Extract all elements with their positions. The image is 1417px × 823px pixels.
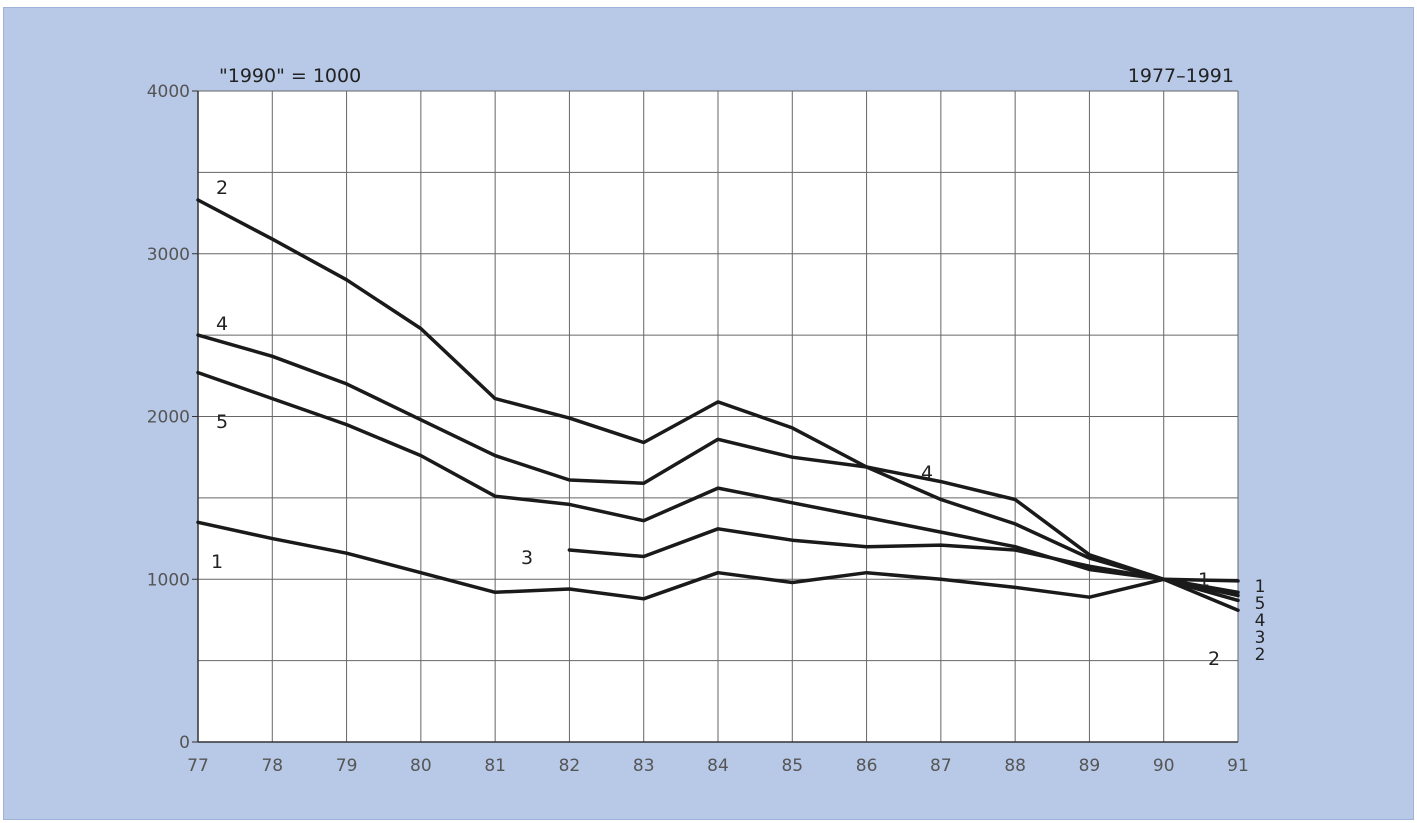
x-tick-label: 80 [410,756,432,776]
x-tick-label: 79 [336,756,358,776]
x-tick-label: 90 [1153,756,1175,776]
x-tick-label: 87 [930,756,952,776]
x-tick-label: 91 [1227,756,1249,776]
series-end-label: 1 [1255,577,1266,597]
series-end-label: 2 [1255,645,1266,665]
series-label: 1 [1198,569,1210,591]
x-tick-label: 78 [261,756,283,776]
series-label: 4 [216,313,228,335]
grid [197,90,1239,743]
series-line-1 [196,520,1240,601]
x-tick-label: 82 [559,756,581,776]
series-label: 5 [216,411,228,433]
series-line-2 [196,198,1240,612]
chart-note-right: 1977–1991 [1128,65,1234,87]
x-tick-label: 81 [484,756,506,776]
series-label: 4 [921,462,933,484]
series-label: 2 [216,177,228,199]
y-tick-label: 2000 [147,408,190,428]
chart-background: 0 1000 2000 3000 4000 77 78 79 80 81 82 83 84 85 86 87 8… [3,7,1414,820]
series-line-4 [196,333,1240,603]
y-tick-label: 0 [179,733,190,753]
x-tick-label: 85 [781,756,803,776]
series-label: 1 [211,551,223,573]
series-end-label: 3 [1255,628,1266,648]
x-tick-label: 86 [856,756,878,776]
x-tick-label: 88 [1004,756,1026,776]
line-chart: 0 1000 2000 3000 4000 77 78 79 80 81 82 83 84 85 86 87 8… [147,65,1266,776]
x-tick-label: 84 [707,756,729,776]
x-tick-label: 89 [1079,756,1101,776]
series-lines [196,198,1240,612]
x-tick-label: 83 [633,756,655,776]
y-tick-label: 4000 [147,82,190,102]
x-tick-label: 77 [187,756,209,776]
chart-note-left: "1990" = 1000 [219,65,361,87]
series-label: 2 [1208,648,1220,670]
series-end-label: 5 [1255,594,1266,614]
axes: 0 1000 2000 3000 4000 77 78 79 80 81 82 83 84 85 86 87 8… [147,82,1249,776]
series-line-5 [196,370,1240,598]
y-tick-label: 1000 [147,570,190,590]
series-label: 3 [521,547,533,569]
series-end-label: 4 [1255,611,1266,631]
y-tick-label: 3000 [147,245,190,265]
